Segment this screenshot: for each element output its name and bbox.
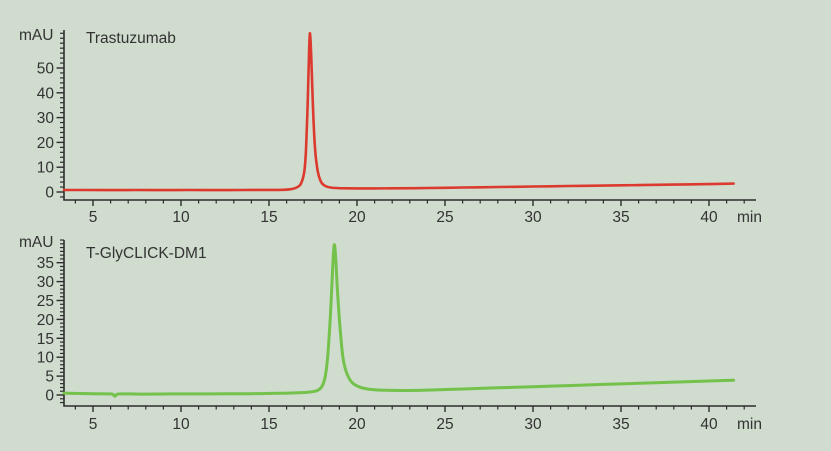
x-tick-label: 25 — [436, 416, 453, 433]
chart-title-trastuzumab: Trastuzumab — [86, 30, 176, 47]
x-unit-label: min — [737, 416, 762, 433]
y-tick-label: 40 — [37, 85, 55, 102]
y-unit-label-top: mAU — [19, 27, 54, 44]
x-tick-label: 10 — [172, 209, 190, 226]
y-unit-label-bottom: mAU — [19, 234, 54, 251]
x-tick-label: 30 — [524, 209, 542, 226]
y-tick-label: 35 — [37, 255, 54, 272]
trace-path-trastuzumab — [62, 31, 735, 192]
x-tick-label: 35 — [612, 209, 629, 226]
y-tick-label: 50 — [37, 61, 55, 78]
y-tick-label: 30 — [37, 274, 55, 291]
axes-line — [63, 240, 756, 407]
x-tick-label: 15 — [260, 416, 277, 433]
x-tick-label: 30 — [524, 416, 542, 433]
x-tick-label: 25 — [436, 209, 453, 226]
trace-path-t-glyclick-dm1 — [62, 243, 736, 398]
y-tick-label: 15 — [37, 331, 54, 348]
x-unit-label: min — [737, 209, 762, 226]
x-tick-label: 10 — [172, 416, 190, 433]
x-tick-label: 5 — [89, 209, 98, 226]
chart-title-t-glyclick-dm1: T-GlyCLICK-DM1 — [86, 245, 207, 262]
chromatogram-trastuzumab: 0 10 20 30 40 50 5 10 15 20 25 30 35 40 min — [37, 30, 762, 226]
y-tick-label: 0 — [45, 388, 54, 405]
y-tick-label: 20 — [37, 135, 55, 152]
y-tick-label: 30 — [37, 110, 55, 127]
x-tick-label: 15 — [260, 209, 277, 226]
y-tick-label: 25 — [37, 293, 54, 310]
chromatogram-t-glyclick-dm1: 0 5 10 15 20 25 30 35 5 10 15 20 25 30 35 40 min — [37, 239, 762, 433]
y-tick-label: 10 — [37, 160, 55, 177]
x-tick-label: 40 — [700, 416, 718, 433]
y-tick-label: 20 — [37, 312, 55, 329]
x-tick-label: 20 — [348, 416, 366, 433]
y-tick-label: 10 — [37, 350, 55, 367]
x-tick-label: 35 — [612, 416, 629, 433]
x-tick-label: 5 — [89, 416, 98, 433]
x-tick-label: 20 — [348, 209, 366, 226]
x-tick-label: 40 — [700, 209, 718, 226]
axes-line — [63, 30, 756, 201]
y-tick-label: 0 — [45, 185, 54, 202]
y-tick-label: 5 — [45, 369, 54, 386]
